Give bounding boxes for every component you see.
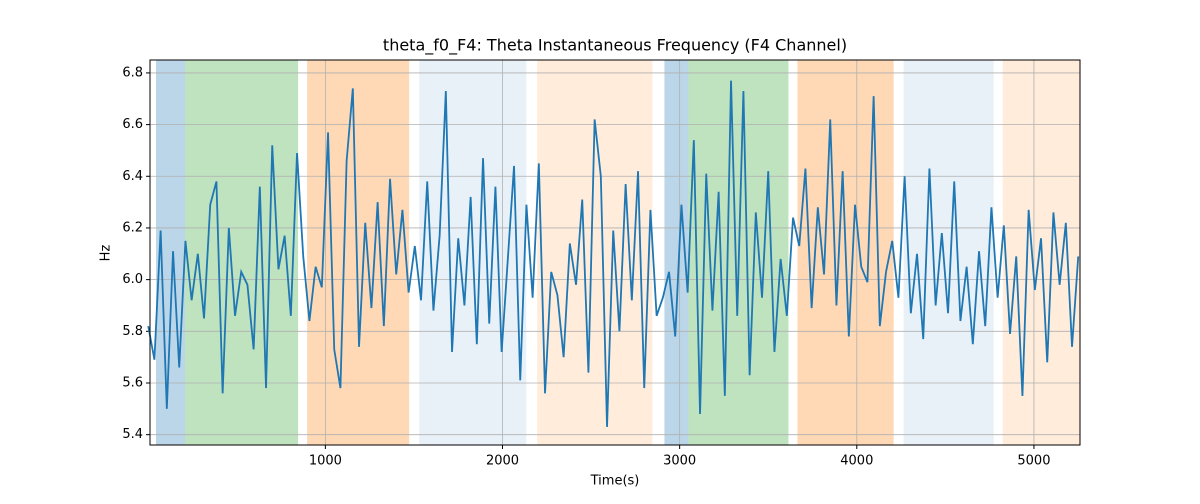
- shaded-region: [903, 60, 994, 445]
- data-line: [147, 80, 1080, 427]
- x-tick-label: 4000: [840, 454, 873, 469]
- chart-title: theta_f0_F4: Theta Instantaneous Frequen…: [383, 36, 847, 56]
- y-tick-label: 5.8: [122, 324, 143, 339]
- x-tick-label: 1000: [309, 454, 342, 469]
- shaded-region: [307, 60, 410, 445]
- x-tick-label: 3000: [663, 454, 696, 469]
- y-tick-label: 6.6: [122, 117, 143, 132]
- y-tick-label: 6.4: [122, 169, 143, 184]
- y-tick-label: 6.8: [122, 65, 143, 80]
- y-axis-label: Hz: [99, 245, 114, 262]
- y-tick-label: 6.2: [122, 220, 143, 235]
- x-axis-label: Time(s): [590, 474, 640, 489]
- y-tick-label: 6.0: [122, 272, 143, 287]
- x-tick-label: 5000: [1017, 454, 1050, 469]
- shaded-region: [185, 60, 299, 445]
- x-tick-label: 2000: [486, 454, 519, 469]
- plot-frame: [149, 59, 1081, 446]
- y-tick-label: 5.6: [122, 375, 143, 390]
- shaded-region: [537, 60, 653, 445]
- shaded-region: [664, 60, 689, 445]
- y-tick-label: 5.4: [122, 427, 143, 442]
